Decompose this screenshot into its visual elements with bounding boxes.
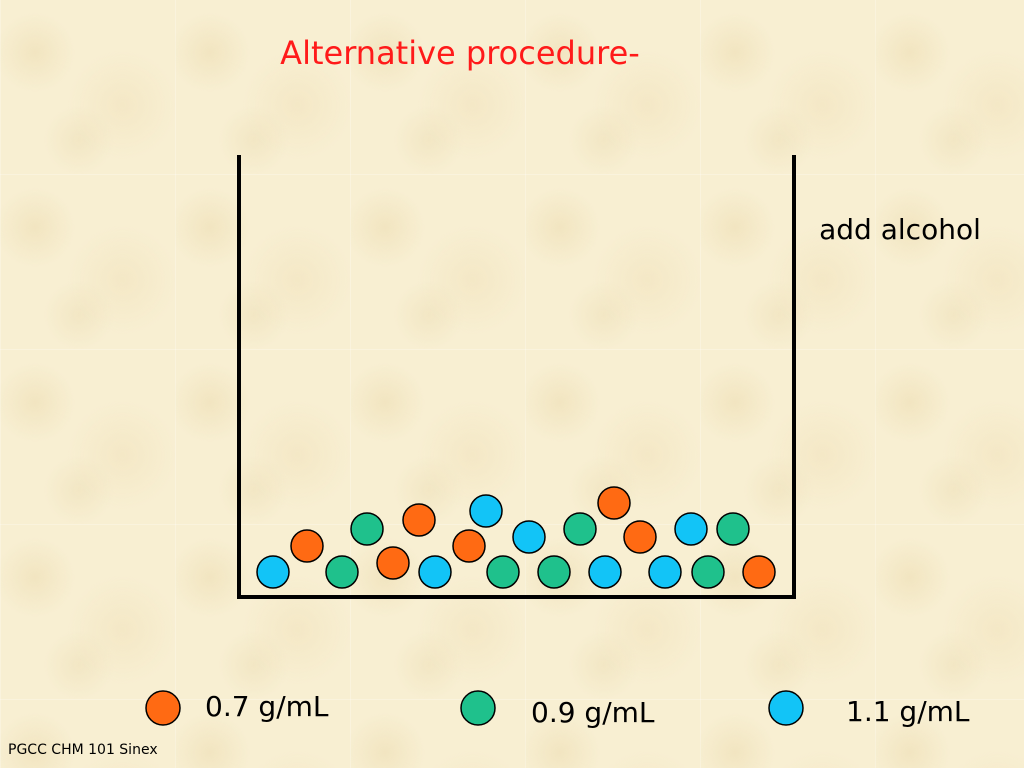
bead-green	[537, 555, 571, 589]
bead-blue	[674, 512, 708, 546]
bead-blue	[256, 555, 290, 589]
bead-blue	[648, 555, 682, 589]
bead-blue	[588, 555, 622, 589]
slide-title: Alternative procedure-	[280, 34, 640, 72]
legend-label-orange: 0.7 g/mL	[205, 690, 329, 723]
bead-orange	[742, 555, 776, 589]
container-outline	[237, 155, 796, 599]
legend-dot-blue	[768, 690, 804, 726]
bead-blue	[512, 520, 546, 554]
bead-green	[716, 512, 750, 546]
bead-orange	[376, 546, 410, 580]
bead-orange	[597, 486, 631, 520]
bead-blue	[469, 494, 503, 528]
legend-label-green: 0.9 g/mL	[531, 696, 655, 729]
bead-green	[691, 555, 725, 589]
bead-orange	[623, 520, 657, 554]
add-alcohol-label: add alcohol	[819, 213, 981, 246]
bead-green	[486, 555, 520, 589]
legend-label-blue: 1.1 g/mL	[846, 695, 970, 728]
bead-green	[563, 512, 597, 546]
beads-group	[256, 486, 776, 589]
legend-dots	[145, 690, 804, 726]
bead-orange	[452, 529, 486, 563]
bead-orange	[290, 529, 324, 563]
legend-dot-orange	[145, 690, 181, 726]
bead-green	[325, 555, 359, 589]
footer-credit: PGCC CHM 101 Sinex	[8, 742, 158, 758]
bead-orange	[402, 503, 436, 537]
bead-blue	[418, 555, 452, 589]
bead-green	[350, 512, 384, 546]
legend-dot-green	[460, 690, 496, 726]
